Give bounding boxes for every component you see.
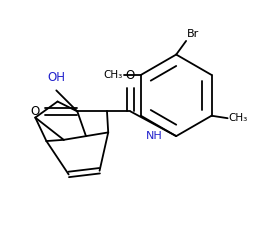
Text: O: O — [30, 105, 40, 118]
Text: CH₃: CH₃ — [103, 70, 122, 80]
Text: O: O — [126, 69, 135, 82]
Text: Br: Br — [187, 29, 199, 39]
Text: CH₃: CH₃ — [229, 113, 248, 123]
Text: NH: NH — [146, 131, 163, 141]
Text: OH: OH — [47, 71, 65, 84]
